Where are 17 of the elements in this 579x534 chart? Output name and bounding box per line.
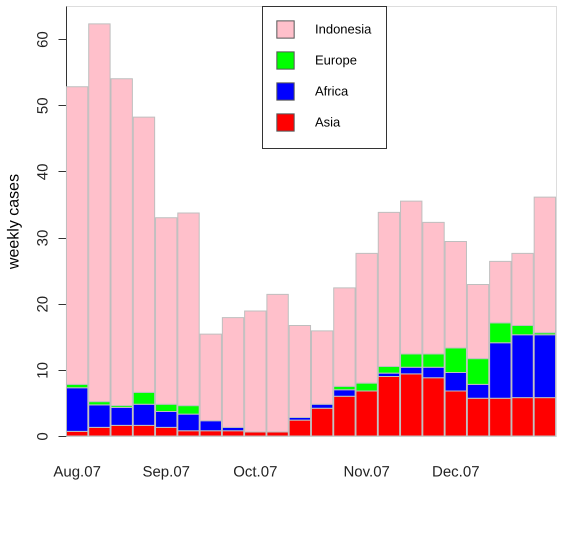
x-tick-label: Nov.07	[343, 464, 390, 480]
x-tick-label: Aug.07	[53, 464, 101, 480]
y-tick-label: 20	[34, 296, 52, 313]
x-tick-label: Dec.07	[432, 464, 480, 480]
y-tick-label: 60	[34, 31, 52, 48]
legend-label: Indonesia	[315, 22, 372, 36]
y-tick-label: 40	[34, 164, 52, 180]
x-tick-label: Oct.07	[233, 464, 278, 480]
y-tick-label: 50	[34, 97, 52, 114]
x-tick-label: Sep.07	[142, 464, 190, 480]
legend-label: Asia	[315, 114, 342, 130]
y-axis-title: weekly cases	[6, 174, 22, 270]
y-tick-label: 0	[34, 432, 52, 441]
legend-label: Europe	[315, 52, 357, 68]
y-tick-label: 30	[34, 230, 52, 246]
legend-label: Africa	[315, 84, 349, 98]
y-tick-label: 10	[34, 362, 52, 379]
